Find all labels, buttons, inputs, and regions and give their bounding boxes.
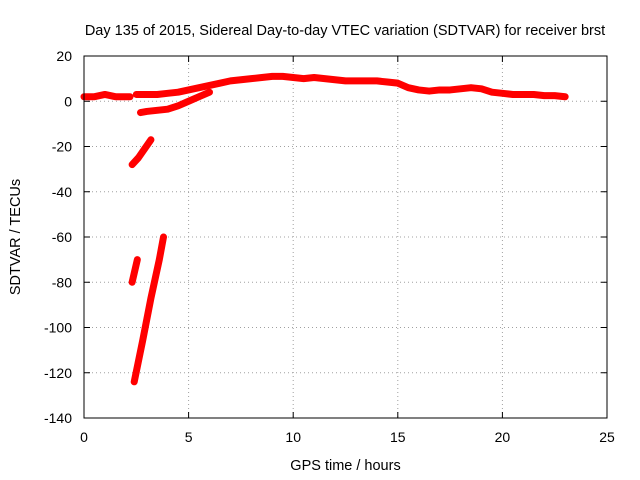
grid-lines xyxy=(84,56,607,418)
y-tick-label: -120 xyxy=(44,365,72,381)
x-tick-label: 15 xyxy=(390,429,406,445)
y-tick-label: 0 xyxy=(64,93,72,109)
y-tick-label: -140 xyxy=(44,410,72,426)
x-tick-label: 25 xyxy=(599,429,615,445)
series-line-6 xyxy=(130,233,167,386)
x-tick-label: 10 xyxy=(285,429,301,445)
chart-title: Day 135 of 2015, Sidereal Day-to-day VTE… xyxy=(85,23,605,39)
x-tick-label: 0 xyxy=(80,429,88,445)
x-tick-label: 20 xyxy=(495,429,511,445)
y-tick-label: -20 xyxy=(52,139,72,155)
x-tick-labels: 0 5 10 15 20 25 xyxy=(80,429,615,445)
axis-ticks xyxy=(83,55,608,419)
y-tick-label: -40 xyxy=(52,184,72,200)
y-tick-label: -60 xyxy=(52,229,72,245)
series-line-2 xyxy=(132,72,569,101)
series-line-4 xyxy=(128,136,155,169)
x-axis-label: GPS time / hours xyxy=(290,458,400,474)
y-tick-label: -100 xyxy=(44,320,72,336)
y-axis-label: SDTVAR / TECUs xyxy=(8,179,24,295)
x-tick-label: 5 xyxy=(185,429,193,445)
series-line-5 xyxy=(128,256,141,286)
data-series xyxy=(80,72,569,386)
series-line-1 xyxy=(80,90,134,101)
y-tick-labels: 20 0 -20 -40 -60 -80 -100 -120 -140 xyxy=(44,48,72,426)
series-line-3 xyxy=(136,88,214,117)
y-tick-label: 20 xyxy=(56,48,72,64)
y-tick-label: -80 xyxy=(52,274,72,290)
